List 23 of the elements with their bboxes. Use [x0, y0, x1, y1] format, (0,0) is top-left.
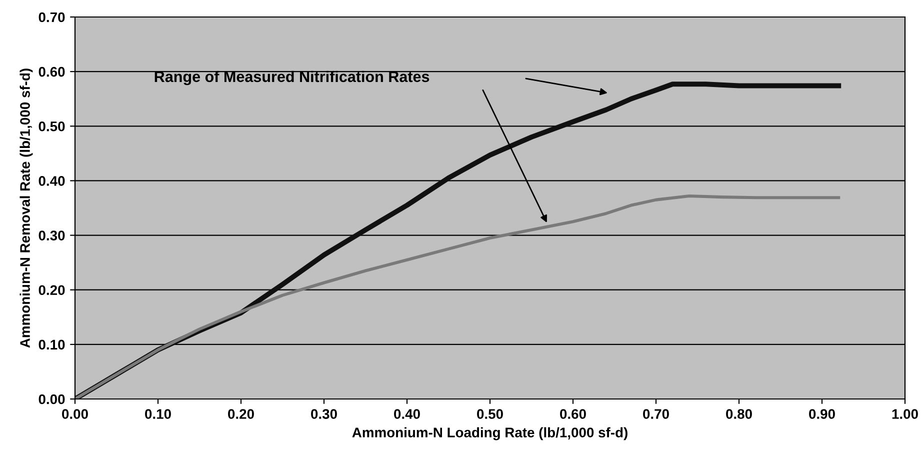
y-tick-label: 0.50: [38, 121, 65, 132]
x-tick-label: 0.10: [145, 409, 171, 419]
y-tick-label: 0.70: [38, 12, 65, 22]
y-tick-label: 0.00: [38, 394, 65, 404]
y-tick-label: 0.30: [38, 230, 65, 240]
x-tick-label: 0.00: [62, 409, 88, 419]
y-tick-label: 0.10: [38, 340, 65, 350]
x-tick-label: 0.70: [643, 409, 669, 419]
y-tick-label: 0.40: [38, 176, 65, 186]
annotation: Range of Measured Nitrification Rates: [154, 70, 430, 86]
x-tick-label: 0.20: [228, 409, 254, 419]
x-axis-title: Ammonium-N Loading Rate (lb/1,000 sf-d): [352, 427, 628, 440]
x-tick-label: 0.90: [809, 409, 835, 419]
y-axis-title: Ammonium-N Removal Rate (lb/1,000 sf-d): [20, 68, 33, 348]
y-tick-label: 0.60: [38, 66, 65, 77]
x-tick-label: 1.00: [892, 409, 918, 419]
x-tick-label: 0.60: [560, 409, 586, 419]
line-series: [75, 194, 840, 399]
y-tick-label: 0.20: [38, 285, 65, 296]
x-tick-label: 0.80: [726, 409, 752, 419]
x-tick-label: 0.50: [477, 409, 503, 419]
x-tick-label: 0.30: [311, 409, 337, 419]
x-tick-label: 0.40: [394, 409, 420, 419]
